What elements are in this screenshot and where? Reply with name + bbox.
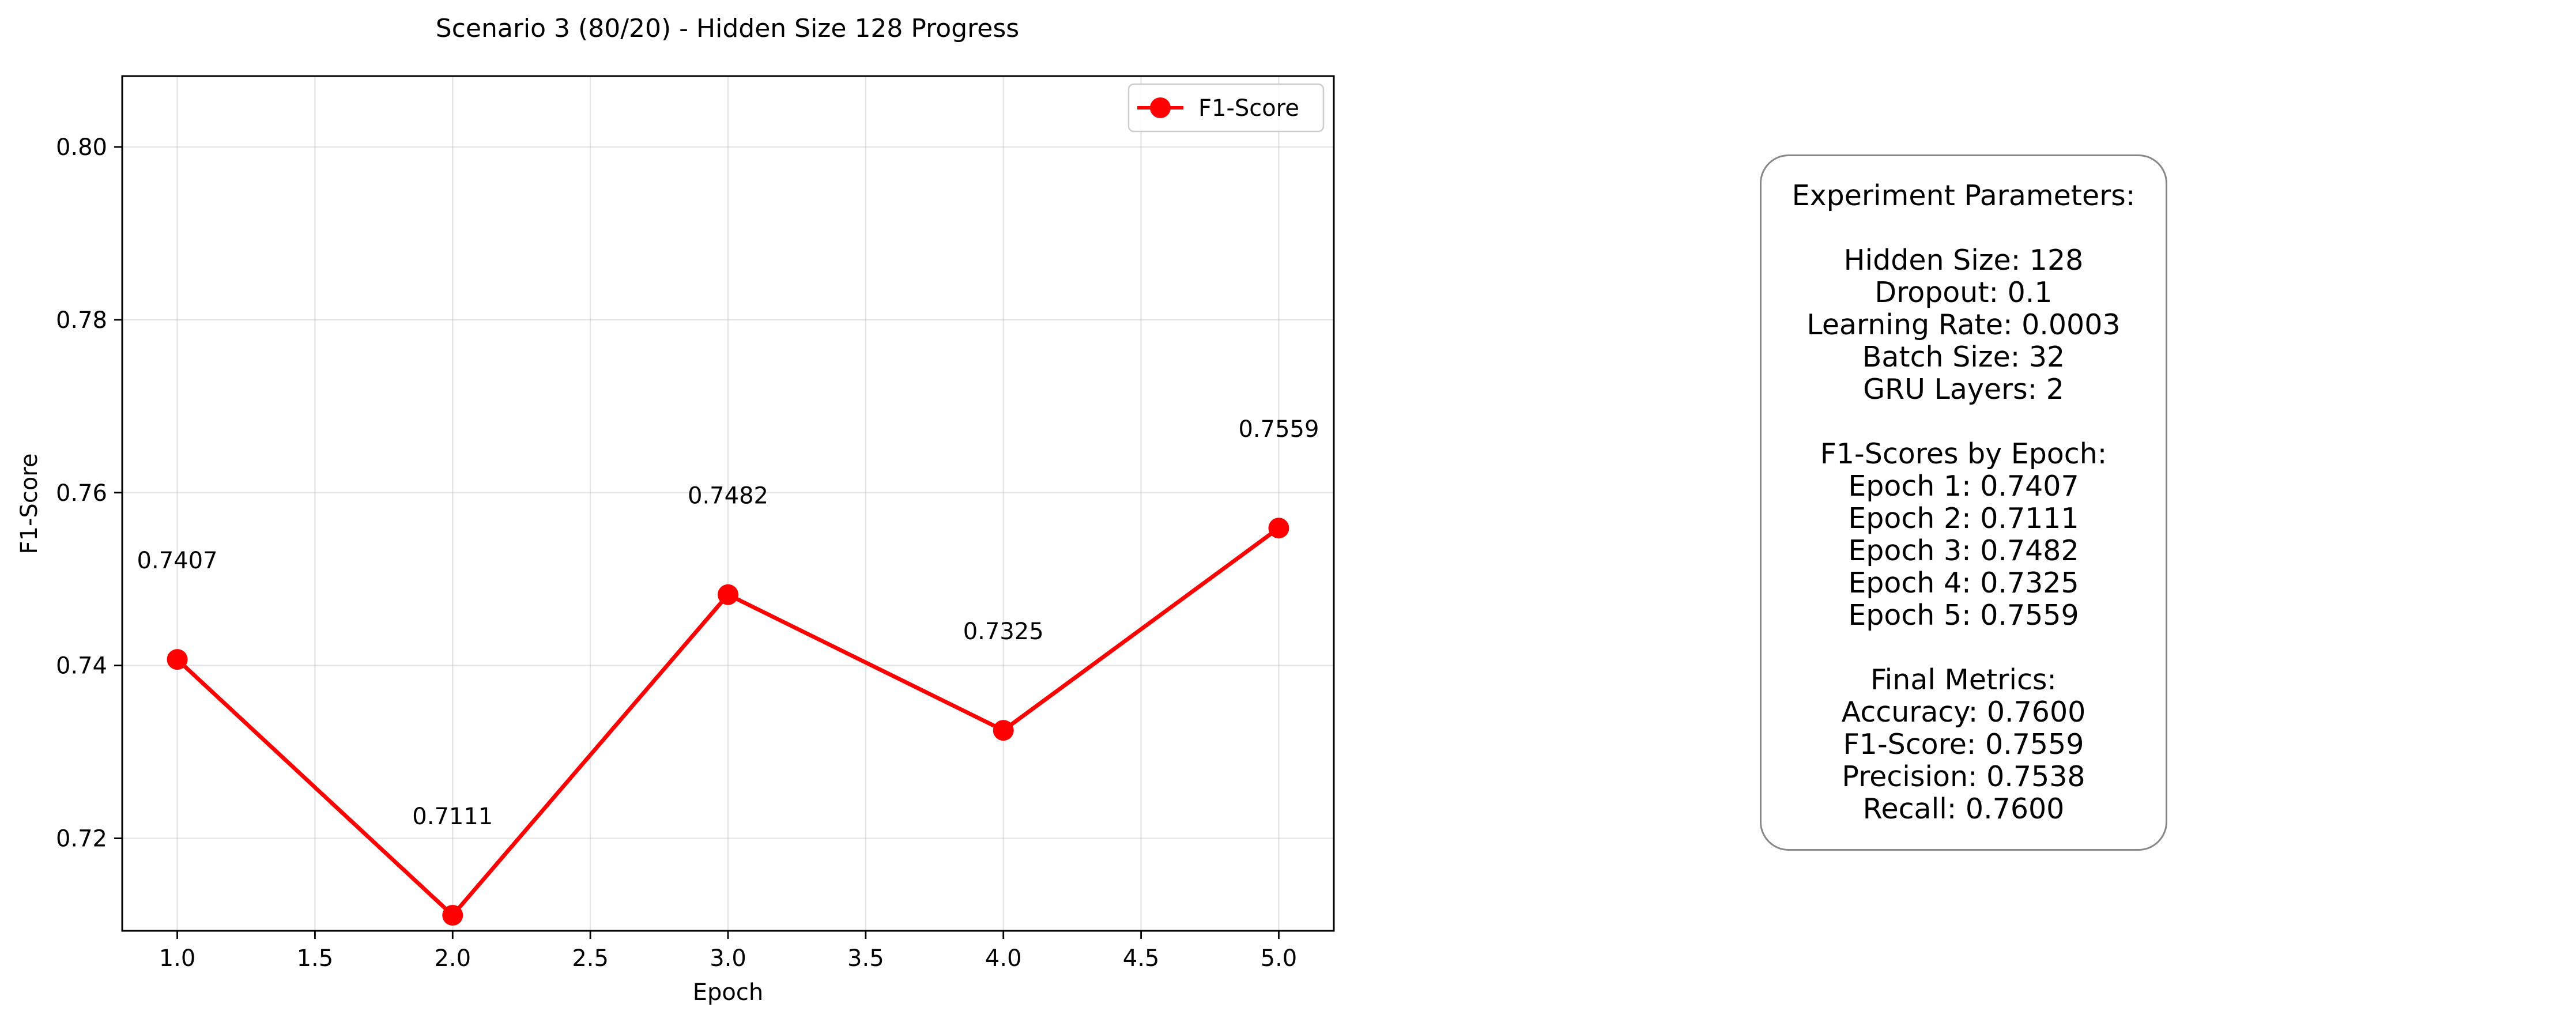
legend: F1-Score [1127, 83, 1325, 133]
data-label: 0.7111 [412, 803, 493, 830]
params-line: Epoch 4: 0.7325 [1848, 567, 2079, 599]
params-line: Final Metrics: [1870, 663, 2057, 696]
params-line: Hidden Size: 128 [1843, 244, 2084, 277]
params-spacer [1792, 212, 2136, 244]
params-spacer [1792, 632, 2136, 664]
series-layer [167, 518, 1289, 926]
params-line: Accuracy: 0.7600 [1841, 696, 2086, 729]
y-tick-label: 0.76 [56, 480, 107, 507]
experiment-parameters-text: Experiment Parameters: Hidden Size: 128 Dr… [1792, 180, 2136, 825]
params-line: Recall: 0.7600 [1862, 792, 2065, 825]
params-spacer [1792, 406, 2136, 438]
data-label: 0.7559 [1238, 416, 1319, 443]
params-line: F1-Scores by Epoch: [1820, 437, 2107, 470]
y-axis-label: F1-Score [16, 454, 43, 554]
params-line: Epoch 5: 0.7559 [1848, 599, 2079, 632]
y-tick-label: 0.72 [56, 826, 107, 852]
data-labels: 0.7407 0.7111 0.7482 0.7325 0.7559 [137, 416, 1319, 830]
params-line: Learning Rate: 0.0003 [1806, 308, 2121, 341]
data-point [167, 649, 188, 670]
x-tick-label: 2.0 [434, 945, 471, 972]
y-tick-label: 0.78 [56, 307, 107, 334]
data-point [993, 720, 1014, 741]
data-label: 0.7325 [963, 618, 1044, 645]
data-point [718, 584, 738, 605]
data-point [1268, 518, 1289, 539]
chart-title: Scenario 3 (80/20) - Hidden Size 128 Pro… [436, 14, 1019, 43]
legend-frame [1127, 83, 1325, 133]
params-line: Epoch 2: 0.7111 [1848, 502, 2079, 535]
params-line: Precision: 0.7538 [1842, 760, 2085, 793]
legend-label-f1-score: F1-Score [1198, 95, 1299, 122]
x-tick-label: 3.5 [847, 945, 884, 972]
x-tick-label: 2.5 [572, 945, 609, 972]
y-tick-label: 0.80 [56, 134, 107, 161]
x-tick-label: 4.0 [985, 945, 1022, 972]
y-tick-label: 0.74 [56, 653, 107, 680]
params-line: Epoch 1: 0.7407 [1848, 470, 2079, 503]
x-tick-label: 1.5 [297, 945, 334, 972]
data-point [442, 905, 463, 926]
params-line: GRU Layers: 2 [1863, 373, 2064, 406]
params-line: Dropout: 0.1 [1875, 276, 2053, 309]
x-tick-label: 4.5 [1123, 945, 1160, 972]
x-tick-label: 3.0 [710, 945, 746, 972]
legend-marker-swatch [1150, 97, 1171, 118]
grid [122, 76, 1334, 931]
experiment-parameters-box: Experiment Parameters: Hidden Size: 128 Dr… [1760, 154, 2167, 851]
data-label: 0.7482 [688, 483, 768, 509]
x-tick-label: 1.0 [159, 945, 196, 972]
axis-ticks: 1.0 1.5 2.0 2.5 3.0 3.5 4.0 4.5 5.0 0.72 0.74 0.76 0… [56, 134, 1297, 972]
x-axis-label: Epoch [693, 979, 763, 1006]
params-line: Batch Size: 32 [1862, 341, 2065, 373]
data-label: 0.7407 [137, 548, 218, 574]
params-line: Experiment Parameters: [1791, 179, 2136, 212]
params-line: Epoch 3: 0.7482 [1848, 534, 2079, 567]
x-tick-label: 5.0 [1261, 945, 1298, 972]
params-line: F1-Score: 0.7559 [1843, 728, 2084, 761]
